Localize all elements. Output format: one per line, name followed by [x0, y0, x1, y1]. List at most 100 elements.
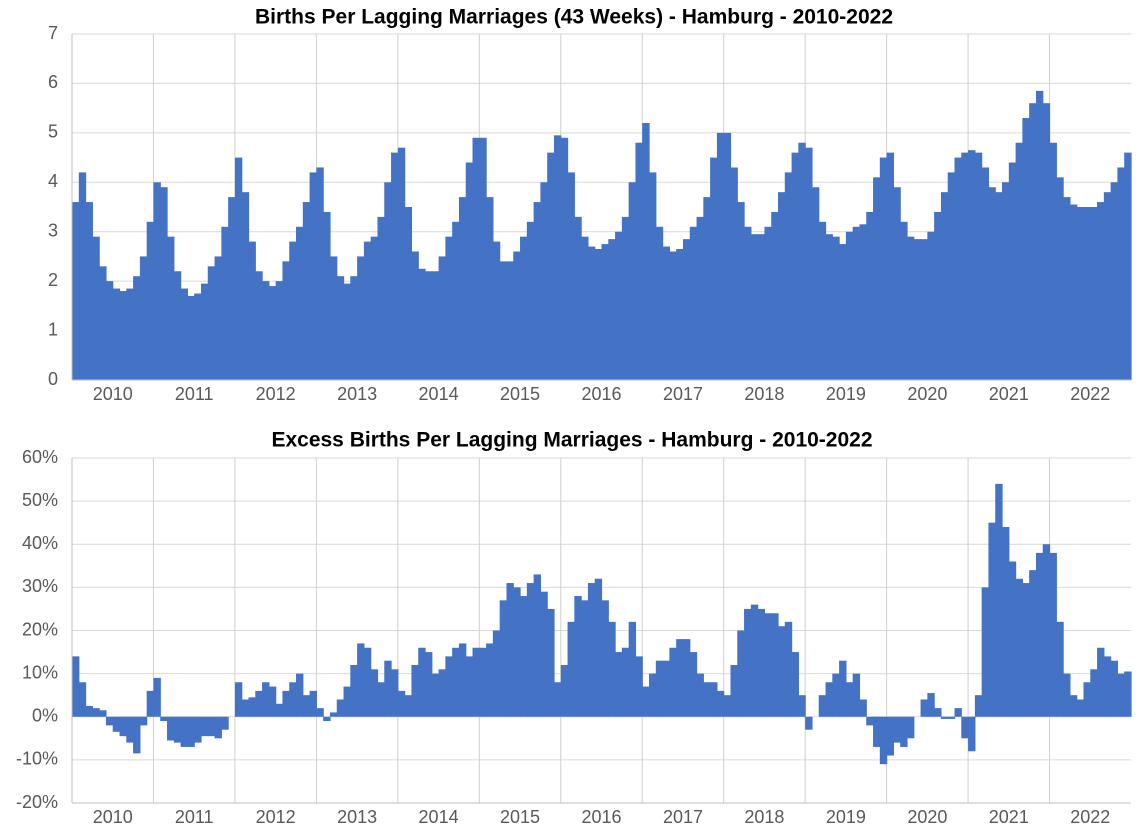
bar	[900, 716, 908, 747]
x-tick-label: 2015	[500, 384, 540, 404]
bar	[1056, 177, 1064, 380]
bar	[886, 152, 895, 380]
bar	[173, 271, 182, 380]
bar	[438, 256, 446, 380]
bar	[866, 211, 874, 380]
bar	[906, 236, 915, 380]
bar	[112, 716, 121, 732]
bar	[350, 665, 358, 717]
bar	[160, 187, 168, 380]
bar	[682, 239, 691, 380]
bar	[296, 226, 304, 380]
bar	[431, 673, 440, 717]
bar	[655, 660, 664, 717]
bar	[805, 147, 813, 380]
bar	[78, 682, 87, 717]
bar	[1063, 673, 1071, 717]
bar	[302, 695, 311, 717]
bar	[608, 239, 616, 380]
bar	[458, 197, 467, 380]
bar	[1022, 118, 1030, 381]
bar	[72, 656, 80, 717]
bar	[974, 152, 983, 380]
bar	[506, 261, 514, 380]
bar	[764, 613, 772, 717]
bar	[268, 686, 277, 717]
bar	[934, 708, 942, 717]
bar	[737, 202, 745, 380]
x-tick-label: 2018	[744, 384, 784, 404]
bar	[1029, 103, 1037, 380]
y-tick-label: 0	[48, 369, 58, 389]
bar	[479, 137, 487, 380]
bar	[397, 690, 406, 717]
bar	[153, 182, 161, 380]
bar	[778, 192, 786, 380]
bar	[574, 596, 582, 717]
bar	[234, 682, 243, 717]
bar	[458, 643, 467, 717]
bar	[126, 288, 134, 380]
bar	[642, 122, 650, 380]
bar	[465, 656, 474, 717]
bar	[778, 626, 786, 717]
bar	[649, 673, 657, 717]
x-tick-label: 2010	[93, 384, 133, 404]
x-tick-label: 2010	[93, 807, 133, 827]
x-tick-label: 2016	[581, 384, 621, 404]
bar	[1056, 621, 1064, 717]
bar	[750, 604, 759, 717]
y-tick-label: 30%	[22, 576, 58, 596]
bar	[818, 695, 827, 717]
bar	[567, 172, 575, 380]
bar	[513, 587, 521, 717]
bar	[553, 682, 562, 717]
bar	[615, 231, 623, 380]
bar	[893, 716, 901, 743]
bar	[873, 177, 881, 380]
bar	[241, 192, 250, 380]
bar	[988, 187, 996, 380]
bar	[961, 716, 969, 739]
bar	[791, 652, 799, 717]
bar	[662, 246, 670, 380]
bar	[363, 241, 372, 380]
x-tick-label: 2020	[907, 807, 947, 827]
bar	[771, 211, 779, 380]
bar	[72, 202, 80, 380]
x-tick-label: 2021	[989, 807, 1029, 827]
bar	[689, 226, 698, 380]
bar	[275, 703, 284, 717]
bar	[105, 716, 114, 726]
bar	[78, 172, 87, 380]
bar	[744, 226, 752, 380]
bar	[1069, 695, 1078, 717]
bar	[85, 705, 93, 717]
bar	[676, 249, 684, 380]
bar	[798, 142, 806, 380]
bar	[995, 192, 1003, 380]
bar	[703, 682, 711, 717]
bar	[200, 283, 209, 380]
bar	[499, 261, 508, 380]
bar	[1042, 103, 1051, 380]
bar	[357, 256, 365, 380]
bar	[282, 690, 290, 717]
bar	[1076, 207, 1085, 380]
bar	[886, 716, 895, 756]
bar	[486, 197, 494, 380]
bar	[805, 716, 813, 730]
bar	[234, 157, 243, 380]
x-tick-label: 2017	[663, 384, 703, 404]
bar	[99, 266, 107, 380]
bar	[526, 221, 535, 380]
y-tick-label: 1	[48, 319, 58, 339]
bar	[628, 621, 637, 717]
bar	[1117, 673, 1125, 717]
bar	[309, 690, 317, 717]
bar	[621, 647, 630, 717]
bar	[873, 716, 881, 747]
bar	[187, 295, 195, 380]
bar	[411, 665, 419, 717]
bar	[248, 697, 256, 717]
